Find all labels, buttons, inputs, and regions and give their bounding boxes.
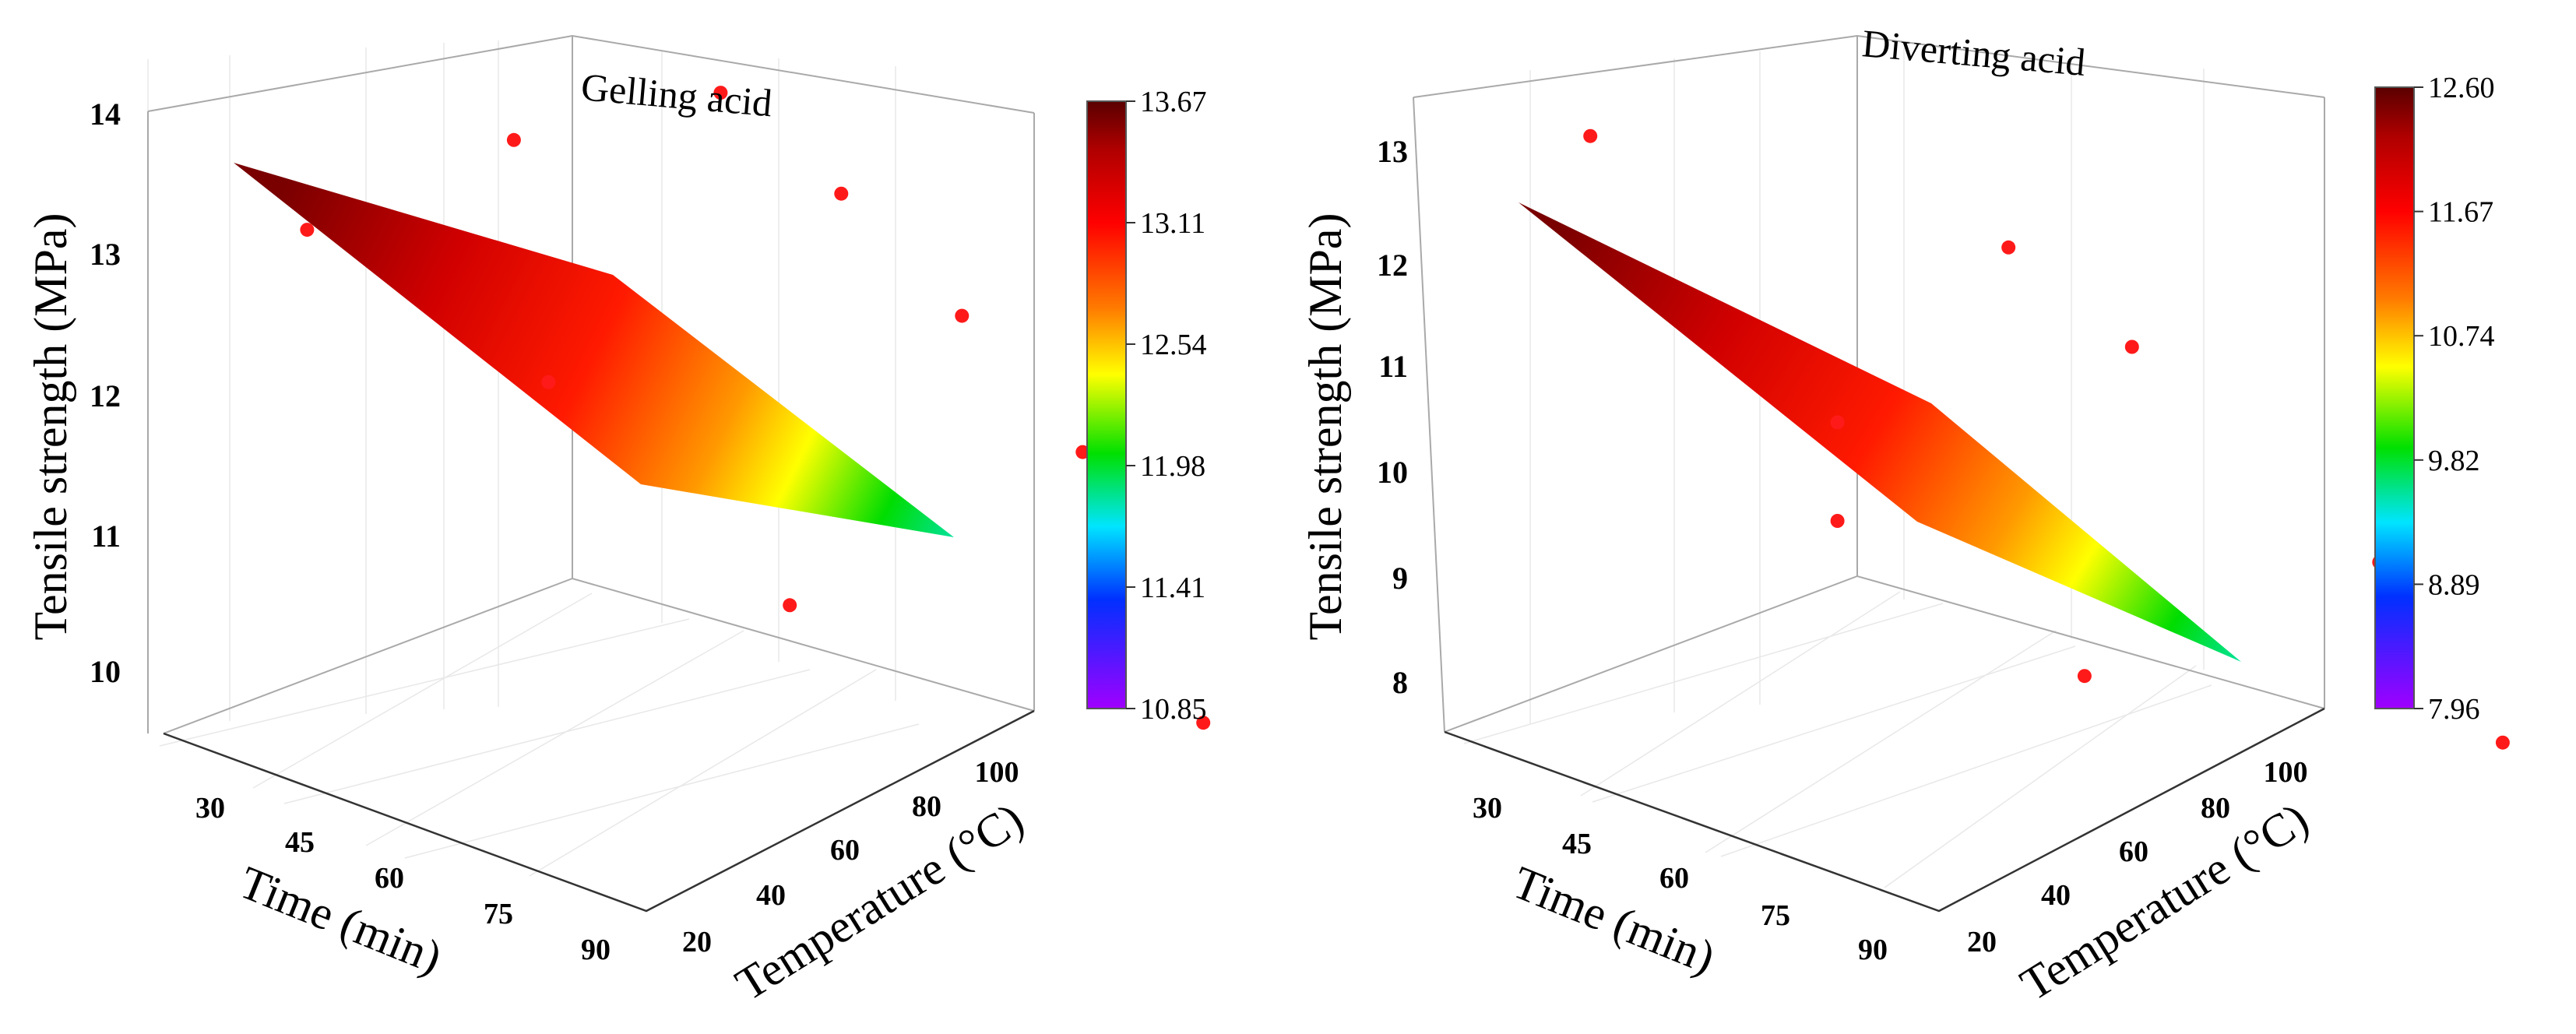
y-tick: 100 [975, 756, 1019, 789]
diverting-acid-frame [1413, 34, 2325, 913]
gelling-acid-x-ticks: 30 45 60 75 90 [195, 792, 611, 966]
measured-point [1830, 415, 1845, 430]
measured-point [300, 223, 315, 237]
z-tick: 12 [90, 378, 121, 413]
z-tick: 10 [1377, 455, 1408, 490]
gelling-acid-z-label: Tensile strength (MPa) [25, 213, 76, 640]
x-tick: 75 [484, 898, 513, 930]
x-tick: 45 [285, 826, 315, 859]
y-tick: 20 [682, 926, 712, 958]
gelling-acid-panel: 14 13 12 11 10 Tensile strength (MPa) 30… [25, 34, 1211, 1011]
y-tick: 100 [2264, 756, 2308, 789]
colorbar-tick-label: 13.67 [1140, 86, 1207, 118]
y-tick: 60 [2119, 835, 2148, 868]
colorbar-tick-label: 10.85 [1140, 693, 1207, 726]
gelling-acid-measured-points [300, 86, 1211, 730]
colorbar-gradient [1086, 100, 1127, 709]
diverting-acid-title: Diverting acid [1860, 21, 2087, 84]
measured-point [2077, 669, 2092, 684]
diverting-acid-measured-points [1583, 128, 2510, 750]
gelling-acid-title: Gelling acid [579, 65, 774, 125]
colorbar-tick-label: 10.74 [2428, 320, 2495, 353]
measured-point [2495, 735, 2510, 750]
diverting-acid-x-label: Time (min) [1506, 856, 1723, 983]
measured-point [541, 375, 556, 389]
x-tick: 60 [1659, 862, 1689, 895]
z-tick: 11 [1378, 349, 1408, 384]
measured-point [1830, 514, 1845, 528]
y-tick: 60 [830, 834, 860, 867]
gelling-acid-frame [147, 34, 1035, 913]
diverting-acid-z-label: Tensile strength (MPa) [1300, 213, 1351, 640]
colorbar-tick-label: 11.41 [1140, 572, 1205, 604]
x-tick: 75 [1761, 899, 1790, 932]
x-tick: 30 [1473, 792, 1502, 825]
gelling-acid-surface [234, 163, 954, 537]
diverting-acid-panel: 13 12 11 10 9 8 Tensile strength (MPa) 3… [1300, 21, 2510, 1011]
z-tick: 8 [1392, 665, 1408, 700]
z-tick: 13 [1377, 134, 1408, 169]
y-tick: 80 [912, 790, 941, 823]
measured-point [506, 132, 521, 147]
z-tick: 12 [1377, 248, 1408, 283]
y-tick: 40 [2041, 879, 2071, 912]
colorbar-tick-label: 7.96 [2428, 693, 2480, 726]
diverting-acid-grid [1463, 48, 2212, 888]
measured-point [1075, 445, 1090, 459]
colorbar-tick-label: 11.67 [2428, 196, 2493, 229]
gelling-acid-y-ticks: 20 40 60 80 100 [682, 756, 1019, 958]
measured-point [2124, 339, 2139, 354]
colorbar-tick-label: 9.82 [2428, 445, 2480, 477]
z-tick: 13 [90, 237, 121, 272]
x-tick: 30 [195, 792, 225, 825]
measured-point [783, 598, 797, 613]
colorbar-tick-label: 13.11 [1140, 207, 1205, 240]
x-tick: 90 [581, 934, 611, 966]
measured-point [955, 308, 970, 323]
z-tick: 11 [91, 519, 121, 554]
colorbar-gradient [2374, 86, 2415, 709]
gelling-acid-x-label: Time (min) [233, 856, 449, 983]
y-tick: 80 [2201, 792, 2230, 825]
x-tick: 60 [375, 862, 404, 895]
z-tick: 10 [90, 654, 121, 689]
x-tick: 45 [1562, 828, 1592, 860]
z-tick: 9 [1392, 561, 1408, 596]
colorbar-tick-label: 12.54 [1140, 329, 1207, 361]
gelling-acid-z-ticks: 14 13 12 11 10 [90, 97, 121, 689]
gelling-acid-colorbar: 13.67 13.11 12.54 11.98 11.41 10.85 [1086, 86, 1207, 726]
colorbar-tick-label: 11.98 [1140, 450, 1205, 483]
measured-point [713, 86, 728, 100]
diverting-acid-z-ticks: 13 12 11 10 9 8 [1377, 134, 1408, 700]
diverting-acid-surface [1519, 202, 2241, 662]
diverting-acid-colorbar: 12.60 11.67 10.74 9.82 8.89 7.96 [2374, 72, 2495, 726]
colorbar-tick-label: 8.89 [2428, 568, 2480, 601]
diverting-acid-x-ticks: 30 45 60 75 90 [1473, 792, 1888, 966]
diverting-acid-y-ticks: 20 40 60 80 100 [1967, 756, 2308, 958]
measured-point [834, 186, 849, 201]
measured-point [2001, 240, 2016, 255]
z-tick: 14 [90, 97, 121, 132]
y-tick: 40 [756, 879, 786, 912]
measured-point [1583, 128, 1598, 143]
colorbar-tick-label: 12.60 [2428, 72, 2495, 104]
y-tick: 20 [1967, 926, 1997, 958]
measured-point [1196, 716, 1211, 730]
x-tick: 90 [1858, 934, 1888, 966]
